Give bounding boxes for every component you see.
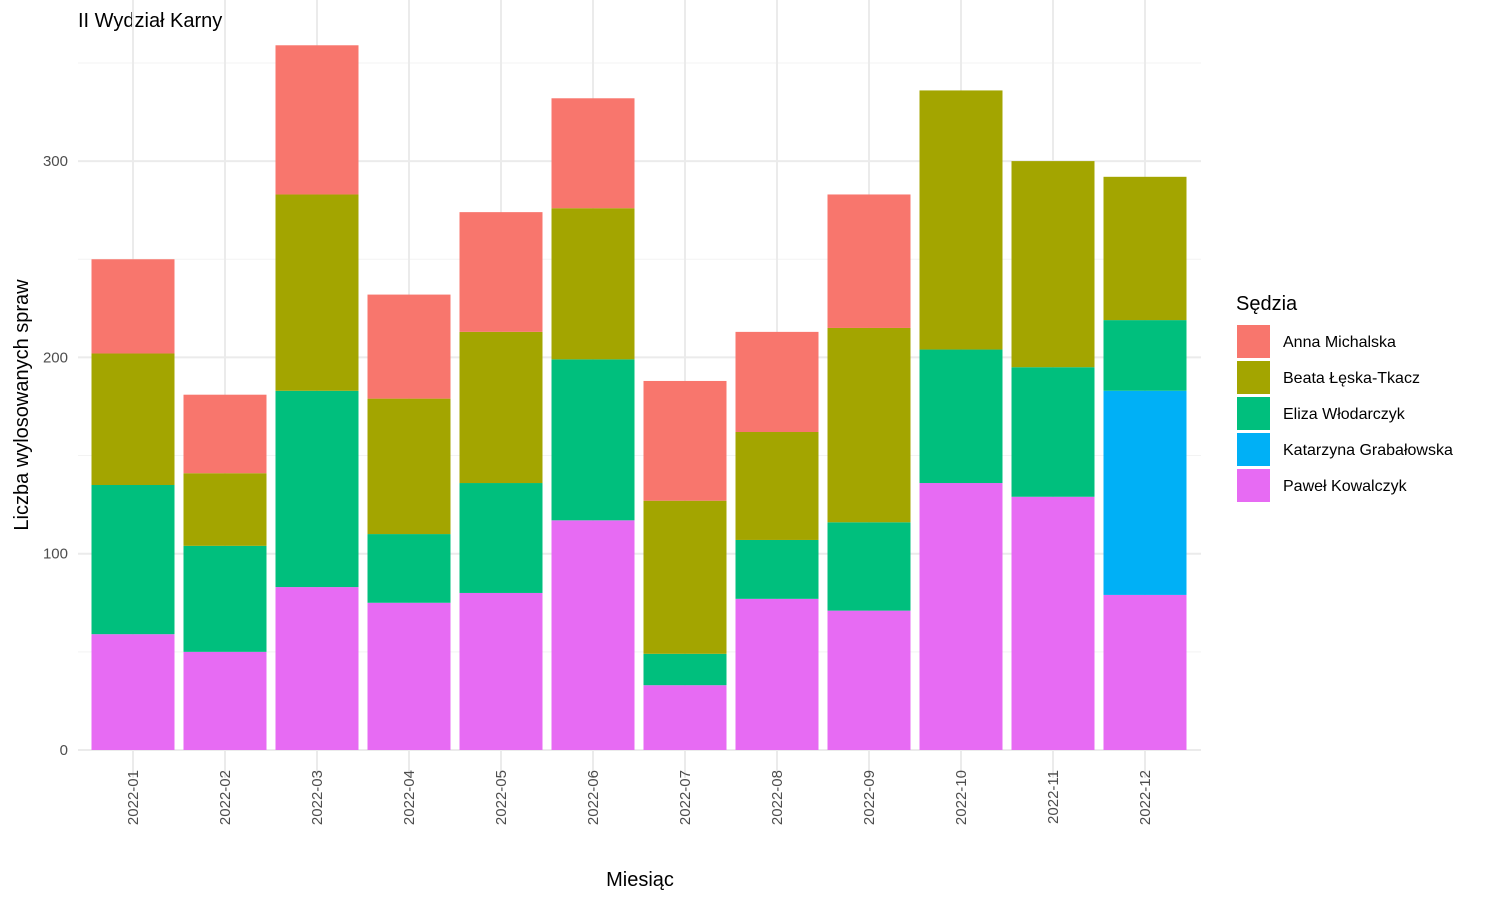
bar-segment xyxy=(551,359,635,521)
y-axis-ticks: 0 100 200 300 xyxy=(43,153,68,759)
bar-segment xyxy=(919,483,1003,750)
legend-title: Sędzia xyxy=(1236,293,1298,315)
bars-group xyxy=(91,45,1187,750)
x-tick-label: 2022-06 xyxy=(585,770,602,825)
y-tick-label: 100 xyxy=(43,546,68,563)
x-tick-label: 2022-09 xyxy=(861,770,878,825)
bar-segment xyxy=(643,685,727,750)
bar-segment xyxy=(367,602,451,750)
legend-swatch xyxy=(1237,325,1270,358)
bar-segment xyxy=(275,45,359,195)
x-tick-label: 2022-03 xyxy=(309,770,326,825)
bar-segment xyxy=(91,259,175,354)
bar-segment xyxy=(459,592,543,750)
bar-segment xyxy=(827,194,911,328)
y-axis-title: Liczba wylosowanych spraw xyxy=(11,279,33,531)
y-tick-label: 300 xyxy=(43,153,68,170)
bar-segment xyxy=(827,610,911,750)
bar-segment xyxy=(183,394,267,474)
bar-segment xyxy=(735,431,819,540)
bar-segment xyxy=(735,331,819,432)
bar-segment xyxy=(1103,390,1187,595)
x-axis-title: Miesiąc xyxy=(606,869,674,891)
bar-segment xyxy=(1011,161,1095,368)
legend-swatch xyxy=(1237,433,1270,466)
chart-title: II Wydział Karny xyxy=(78,10,222,32)
bar-segment xyxy=(1011,496,1095,750)
bar-segment xyxy=(183,473,267,546)
bar-segment xyxy=(643,500,727,654)
x-tick-label: 2022-05 xyxy=(493,770,510,825)
x-axis-ticks: 2022-01 2022-02 2022-03 2022-04 2022-05 2022-… xyxy=(125,770,1154,825)
bar-segment xyxy=(827,522,911,611)
bar-segment xyxy=(91,353,175,485)
bar-segment xyxy=(275,194,359,391)
bar-segment xyxy=(367,534,451,603)
bar-segment xyxy=(827,327,911,523)
legend-swatch xyxy=(1237,469,1270,502)
bar-segment xyxy=(183,651,267,750)
bar-segment xyxy=(735,598,819,750)
legend-swatch xyxy=(1237,397,1270,430)
bar-segment xyxy=(643,653,727,686)
bar-segment xyxy=(735,539,819,599)
bar-segment xyxy=(367,294,451,399)
bar-segment xyxy=(919,349,1003,484)
bar-segment xyxy=(643,380,727,501)
legend-label: Paweł Kowalczyk xyxy=(1283,478,1408,495)
bar-segment xyxy=(275,587,359,750)
bar-segment xyxy=(1103,594,1187,750)
bar-segment xyxy=(1011,367,1095,497)
legend-swatch xyxy=(1237,361,1270,394)
bar-segment xyxy=(1103,320,1187,391)
x-tick-label: 2022-02 xyxy=(217,770,234,825)
bar-segment xyxy=(459,212,543,332)
legend-label: Eliza Włodarczyk xyxy=(1283,406,1406,423)
bar-segment xyxy=(275,390,359,588)
legend-label: Anna Michalska xyxy=(1283,334,1396,351)
y-tick-label: 0 xyxy=(60,742,68,759)
x-tick-label: 2022-10 xyxy=(953,770,970,825)
bar-segment xyxy=(1103,176,1187,321)
bar-segment xyxy=(91,484,175,635)
bar-segment xyxy=(367,398,451,535)
x-tick-label: 2022-11 xyxy=(1045,770,1062,824)
x-tick-label: 2022-01 xyxy=(125,770,142,825)
bar-segment xyxy=(919,90,1003,350)
bar-segment xyxy=(91,634,175,750)
legend: Sędzia Anna Michalska Beata Łęska-Tkacz El… xyxy=(1236,293,1453,502)
bar-segment xyxy=(551,520,635,750)
x-tick-label: 2022-04 xyxy=(401,770,418,825)
bar-segment xyxy=(183,545,267,652)
bar-segment xyxy=(459,331,543,484)
x-tick-label: 2022-08 xyxy=(769,770,786,825)
legend-label: Katarzyna Grabałowska xyxy=(1283,442,1453,459)
bar-segment xyxy=(459,483,543,593)
legend-label: Beata Łęska-Tkacz xyxy=(1283,370,1420,387)
y-tick-label: 200 xyxy=(43,349,68,366)
x-tick-label: 2022-12 xyxy=(1137,770,1154,825)
bar-segment xyxy=(551,98,635,209)
x-tick-label: 2022-07 xyxy=(677,770,694,825)
bar-segment xyxy=(551,208,635,360)
